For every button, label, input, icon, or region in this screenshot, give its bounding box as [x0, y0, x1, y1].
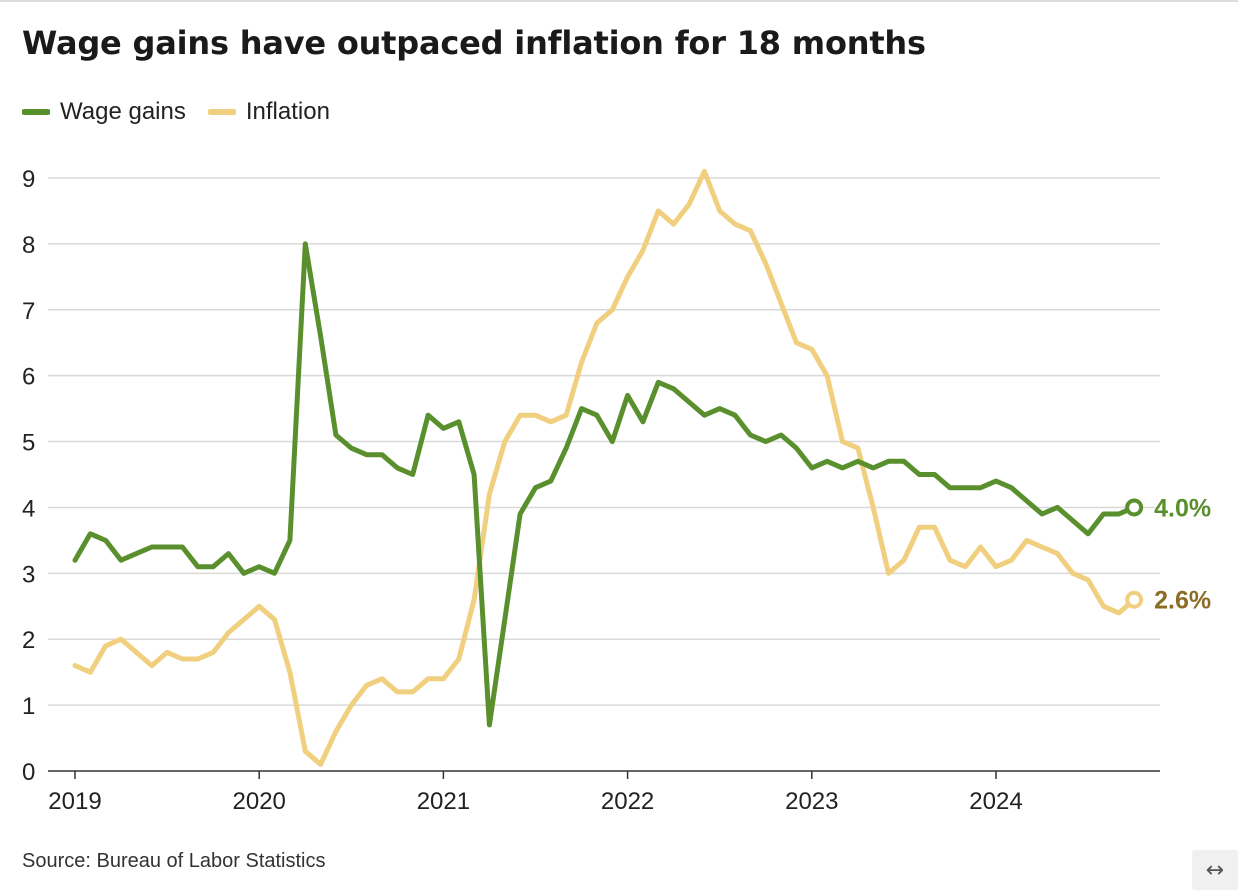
legend-swatch-inflation [207, 109, 236, 115]
expand-arrows-icon: ↔ [1205, 857, 1225, 883]
legend-item-wage-gains: Wage gains [22, 98, 186, 126]
top-rule [0, 0, 1238, 2]
legend-item-inflation: Inflation [207, 98, 330, 126]
x-tick-label: 2022 [601, 788, 654, 815]
x-tick-label: 2019 [48, 788, 101, 815]
expand-button[interactable]: ↔ [1192, 850, 1238, 890]
legend-label-inflation: Inflation [245, 98, 330, 125]
source-note: Source: Bureau of Labor Statistics [22, 850, 326, 872]
line-chart: 0 1 2 3 4 5 6 7 8 9 2019 2020 2021 2022 2023 2024 2.6% 4.… [22, 166, 1211, 815]
x-tick-label: 2021 [417, 788, 470, 815]
y-tick-label: 8 [22, 232, 35, 259]
x-tick-label: 2023 [785, 788, 838, 815]
series-line-inflation [72, 168, 1137, 767]
y-tick-label: 5 [22, 430, 35, 457]
chart-title: Wage gains have outpaced inflation for 1… [22, 24, 926, 62]
series-line-wage-gains [72, 241, 1137, 728]
y-tick-label: 6 [22, 364, 35, 391]
y-tick-label: 0 [22, 759, 35, 786]
x-tick-label: 2020 [233, 788, 286, 815]
y-tick-label: 7 [22, 298, 35, 325]
y-tick-label: 3 [22, 561, 35, 588]
end-label-inflation: 2.6% [1154, 587, 1211, 615]
end-label-wage-gains: 4.0% [1154, 494, 1211, 522]
legend: Wage gains Inflation [22, 96, 330, 128]
legend-label-wage-gains: Wage gains [60, 98, 186, 125]
y-tick-label: 2 [22, 627, 35, 654]
x-tick-label: 2024 [969, 788, 1022, 815]
end-marker-wage-gains [1125, 498, 1144, 517]
y-tick-label: 9 [22, 166, 35, 193]
end-marker-inflation [1125, 590, 1144, 609]
legend-swatch-wage-gains [22, 109, 50, 115]
y-tick-label: 1 [22, 693, 35, 720]
y-tick-label: 4 [22, 495, 35, 522]
